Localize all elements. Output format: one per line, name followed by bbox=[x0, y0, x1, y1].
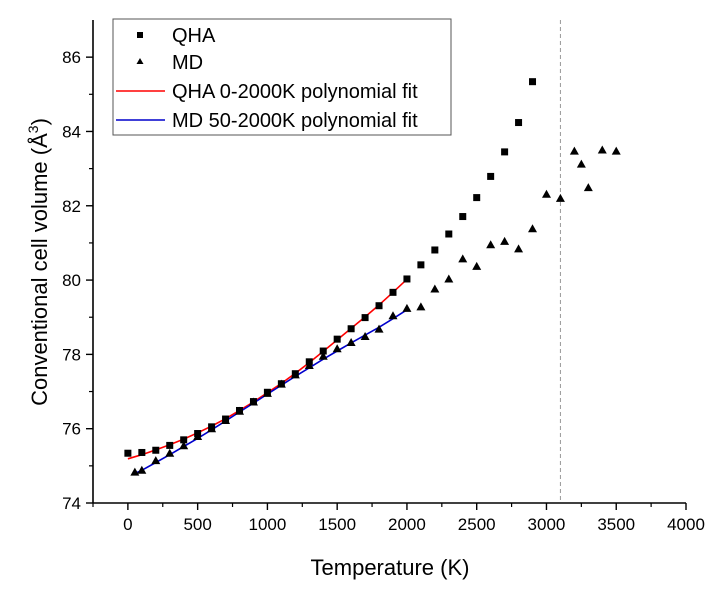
data-point-triangle bbox=[555, 193, 565, 202]
data-point-square bbox=[138, 448, 146, 456]
data-point-triangle bbox=[207, 424, 217, 433]
data-point-triangle bbox=[304, 361, 314, 370]
data-point-triangle bbox=[444, 274, 454, 283]
data-point-square bbox=[166, 441, 174, 449]
data-point-triangle bbox=[576, 159, 586, 168]
data-point-square bbox=[459, 213, 467, 221]
data-point-square bbox=[361, 314, 369, 322]
x-tick-label: 500 bbox=[183, 515, 211, 534]
x-tick-label: 1500 bbox=[318, 515, 356, 534]
data-point-triangle bbox=[290, 370, 300, 379]
y-axis-label: Conventional cell volume (Å3) bbox=[25, 118, 52, 406]
data-point-square bbox=[403, 275, 411, 283]
x-tick-label: 3500 bbox=[597, 515, 635, 534]
data-point-triangle bbox=[583, 183, 593, 192]
data-point-triangle bbox=[486, 240, 496, 249]
data-point-triangle bbox=[137, 465, 147, 474]
data-point-triangle bbox=[332, 344, 342, 353]
legend-label: MD 50-2000K polynomial fit bbox=[172, 110, 418, 132]
data-point-triangle bbox=[130, 467, 140, 476]
legend-label: MD bbox=[172, 52, 203, 74]
y-tick-label: 74 bbox=[62, 494, 81, 513]
data-point-triangle bbox=[430, 284, 440, 293]
data-point-triangle bbox=[262, 388, 272, 397]
legend-item-qha: QHA bbox=[137, 25, 216, 47]
data-point-triangle bbox=[179, 441, 189, 450]
legend-box bbox=[112, 18, 452, 136]
data-point-triangle bbox=[541, 189, 551, 198]
data-point-triangle bbox=[611, 146, 621, 155]
data-point-square bbox=[473, 194, 481, 202]
x-tick-label: 2500 bbox=[458, 515, 496, 534]
legend-label: QHA 0-2000K polynomial fit bbox=[172, 81, 418, 103]
legend-item-md: MD bbox=[136, 52, 203, 74]
data-point-square bbox=[375, 302, 383, 310]
y-tick-label: 76 bbox=[62, 420, 81, 439]
data-point-square bbox=[152, 446, 160, 454]
data-point-square bbox=[180, 436, 188, 444]
data-point-square bbox=[515, 119, 523, 127]
legend: QHA MD QHA 0-2000K polynomial fit MD 50-… bbox=[112, 18, 452, 136]
data-point-triangle bbox=[416, 302, 426, 311]
data-point-triangle bbox=[221, 416, 231, 425]
data-point-triangle bbox=[514, 244, 524, 253]
x-tick-label: 2000 bbox=[388, 515, 426, 534]
y-tick-label: 82 bbox=[62, 197, 81, 216]
data-point-square bbox=[389, 288, 397, 296]
y-tick-label: 80 bbox=[62, 271, 81, 290]
data-point-triangle bbox=[402, 303, 412, 312]
data-point-triangle bbox=[458, 254, 468, 263]
data-point-square bbox=[529, 78, 537, 86]
legend-square-marker-icon bbox=[137, 32, 143, 38]
data-point-square bbox=[347, 325, 355, 333]
y-tick-label: 84 bbox=[62, 122, 81, 141]
data-point-square bbox=[417, 261, 425, 269]
x-tick-label: 4000 bbox=[667, 515, 705, 534]
y-tick-label: 86 bbox=[62, 48, 81, 67]
data-point-triangle bbox=[346, 337, 356, 346]
legend-label: QHA bbox=[172, 25, 216, 47]
data-point-triangle bbox=[597, 145, 607, 154]
data-point-square bbox=[501, 148, 509, 156]
data-point-triangle bbox=[318, 351, 328, 360]
data-point-triangle bbox=[276, 379, 286, 388]
data-point-square bbox=[333, 335, 341, 343]
data-point-square bbox=[124, 449, 132, 457]
data-point-triangle bbox=[374, 324, 384, 333]
data-point-triangle bbox=[165, 448, 175, 457]
data-point-square bbox=[487, 172, 495, 180]
y-tick-label: 78 bbox=[62, 345, 81, 364]
fit-line bbox=[127, 278, 408, 460]
data-point-triangle bbox=[235, 406, 245, 415]
x-tick-label: 1000 bbox=[248, 515, 286, 534]
data-point-triangle bbox=[193, 431, 203, 440]
legend-triangle-marker-icon bbox=[136, 58, 144, 64]
x-tick-label: 3000 bbox=[528, 515, 566, 534]
data-point-triangle bbox=[569, 146, 579, 155]
legend-item-md-fit: MD 50-2000K polynomial fit bbox=[116, 110, 418, 132]
data-point-triangle bbox=[500, 236, 510, 245]
x-tick-label: 0 bbox=[123, 515, 132, 534]
legend-item-qha-fit: QHA 0-2000K polynomial fit bbox=[116, 81, 418, 103]
axes-layer: 0 500 1000 1500 2000 2500 3000 3500 4000 74 76 78 80… bbox=[62, 20, 705, 534]
data-point-triangle bbox=[528, 224, 538, 233]
series-qha-0-2000k-polynomial-fit bbox=[127, 278, 408, 460]
series-layer bbox=[124, 78, 621, 476]
y-axis-label-close: ) bbox=[27, 118, 52, 125]
series-md-points bbox=[130, 145, 621, 476]
data-point-triangle bbox=[248, 397, 258, 406]
y-axis-label-superscript: 3 bbox=[25, 125, 41, 133]
data-point-square bbox=[319, 347, 327, 355]
data-point-triangle bbox=[360, 332, 370, 341]
data-point-square bbox=[445, 230, 453, 238]
x-axis-label: Temperature (K) bbox=[311, 555, 470, 580]
y-axis-label-main: Conventional cell volume (Å bbox=[27, 133, 52, 406]
data-point-triangle bbox=[388, 311, 398, 320]
data-point-triangle bbox=[151, 456, 161, 465]
data-point-square bbox=[431, 246, 439, 254]
data-point-triangle bbox=[472, 261, 482, 270]
